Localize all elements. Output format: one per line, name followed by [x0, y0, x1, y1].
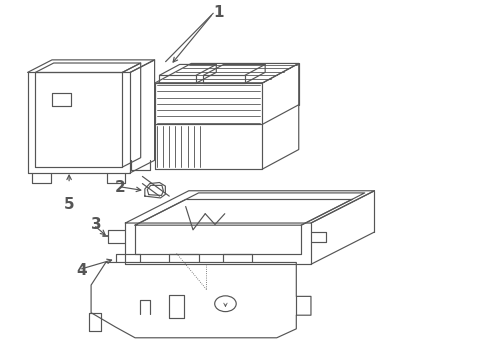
Text: 2: 2 [115, 180, 126, 195]
Text: 1: 1 [213, 5, 223, 20]
Text: 5: 5 [64, 197, 74, 212]
Text: 4: 4 [76, 263, 87, 278]
Text: 3: 3 [91, 217, 101, 231]
